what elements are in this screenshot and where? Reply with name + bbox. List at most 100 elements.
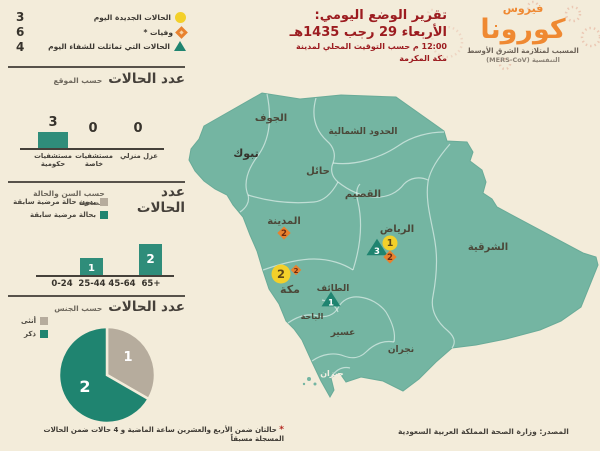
age-chart-axis — [36, 275, 174, 277]
bar-age-65plus: 2 — [139, 244, 162, 275]
bar-gov-hospitals — [38, 132, 68, 148]
female-square-icon — [40, 317, 48, 325]
summary-row-recovered: الحالات التي تماثلت للشفاء اليوم — [48, 39, 186, 53]
recovered-count: 4 — [16, 40, 25, 54]
bar-value-gov-hospitals: 3 — [48, 115, 58, 130]
map-marker-diamond: 2 — [383, 250, 397, 264]
map-region-label: الجوف — [255, 113, 287, 124]
cat-label-private-hospitals: مستشفيات خاصة — [75, 152, 113, 169]
corona-logo: فيروس كورونا المسبب لمتلازمة الشرق الأوس… — [452, 2, 594, 64]
map-marker-diamond: 2 — [290, 264, 302, 276]
map-marker-circle: 1 — [382, 235, 398, 251]
map-region-label: الرياض — [380, 224, 414, 235]
map-region-label: تبوك — [233, 147, 259, 160]
section1-subtitle: حسب الموقع — [53, 76, 103, 85]
separator-line — [8, 66, 185, 68]
marker-value: 2 — [387, 253, 393, 263]
source-attribution: المصدر: وزارة الصحة المملكة العربية السع… — [398, 427, 569, 436]
male-square-icon — [40, 330, 48, 338]
section-header-location: عدد الحالات حسب الموقع — [8, 71, 185, 87]
marker-value: 3 — [374, 247, 380, 257]
map-marker-diamond: 2 — [277, 226, 291, 240]
location-chart-axis — [20, 148, 164, 150]
section2-subtitle: حسب السن والحالة الصحية — [33, 189, 105, 207]
marker-value: 2 — [277, 267, 285, 281]
summary-row-new-cases: الحالات الجديدة اليوم — [86, 10, 186, 24]
no-prior-condition-label: بدون حالة مرضية سابقة — [13, 198, 96, 206]
bar-value-home-isolation: 0 — [133, 121, 143, 136]
male-label: ذكر — [23, 330, 36, 338]
legend-no-prior-condition: بدون حالة مرضية سابقة — [13, 198, 108, 206]
report-date: الأربعاء 29 رجب 1435هـ — [289, 25, 447, 40]
bar-value-25-44: 1 — [88, 263, 95, 274]
marker-value: 2 — [281, 229, 287, 239]
pie-value-male: 2 — [79, 377, 90, 396]
age-label-25-44: 25-44 — [78, 279, 106, 289]
cat-label-home-isolation: عزل منزلي — [120, 152, 158, 160]
marker-value: 1 — [387, 238, 394, 249]
map-region-label: القصيم — [345, 189, 381, 200]
deaths-label: وفيات * — [143, 27, 173, 37]
gender-pie-chart: 1 2 — [57, 325, 157, 425]
footnote-asterisk: * — [279, 425, 284, 435]
map-region-label: الطائف — [317, 284, 350, 294]
map-labels: الجوف الحدود الشمالية تبوك حائل القصيم المدين… — [233, 113, 508, 378]
teal-square-icon — [100, 211, 108, 219]
map-region-label: جيزان — [320, 369, 344, 378]
section3-subtitle: حسب الجنس — [54, 304, 103, 313]
age-label-0-24: 0-24 — [51, 279, 73, 289]
legend-male: ذكر — [6, 330, 48, 338]
logo-subtitle-line1: المسبب لمتلازمة الشرق الأوسط — [467, 47, 579, 55]
legend-female: أنثى — [6, 317, 48, 325]
map-region-label: حائل — [306, 166, 330, 177]
map-region-label: عسير — [330, 328, 356, 338]
section1-title: عدد الحالات — [108, 71, 185, 87]
deaths-diamond-icon — [175, 25, 188, 39]
marker-value: 1 — [328, 298, 334, 308]
report-time-note: 12:00 م حسب التوقيت المحلي لمدينة مكة ال… — [296, 42, 447, 63]
bar-value-private-hospitals: 0 — [88, 121, 98, 136]
new-cases-label: الحالات الجديدة اليوم — [93, 12, 171, 22]
summary-row-deaths: وفيات * — [86, 25, 188, 39]
legend-prior-condition: بحالة مرضية سابقة — [28, 211, 108, 219]
bar-age-25-44: 1 — [80, 258, 103, 275]
marker-value: 2 — [294, 267, 299, 275]
age-label-45-64: 45-64 — [108, 279, 136, 289]
logo-word-virus: فيروس — [502, 2, 544, 15]
pie-slice-male — [57, 325, 151, 425]
map-region-label: مكة — [280, 283, 300, 296]
footnote-text: حالتان ضمن الأربع والعشرين ساعة الماضية … — [43, 426, 284, 443]
cat-label-gov-hospitals: مستشفيات حكومية — [34, 152, 72, 169]
report-title: تقرير الوضع اليومي: — [314, 8, 447, 23]
section2-title: عدد الحالات — [136, 184, 185, 216]
map-region-label: نجران — [388, 345, 414, 355]
map-marker-triangle: 3 — [366, 238, 388, 257]
recovered-triangle-icon — [174, 41, 186, 51]
map-marker-triangle: 1 — [321, 291, 341, 308]
new-cases-circle-icon — [175, 11, 186, 23]
separator-line — [8, 181, 185, 183]
footnote: * حالتان ضمن الأربع والعشرين ساعة الماضي… — [14, 425, 284, 443]
pie-value-female: 1 — [123, 350, 132, 365]
logo-word-corona: كورونا — [480, 14, 566, 45]
separator-line — [8, 295, 185, 297]
map-region-label: الشرقية — [468, 242, 508, 253]
map-region-label: الباحة — [301, 312, 324, 321]
section-header-gender: عدد الحالات حسب الجنس — [8, 299, 185, 315]
new-cases-count: 3 — [16, 10, 25, 24]
female-label: أنثى — [21, 317, 36, 325]
prior-condition-label: بحالة مرضية سابقة — [29, 211, 96, 219]
logo-subtitle-line2: التنفسية (MERS-CoV) — [486, 56, 560, 64]
section3-title: عدد الحالات — [108, 299, 185, 315]
report-title-block: تقرير الوضع اليومي: الأربعاء 29 رجب 1435… — [282, 7, 447, 65]
age-label-65plus: 65+ — [141, 279, 161, 289]
beige-square-icon — [100, 198, 108, 206]
virus-decoration-icon — [426, 0, 600, 71]
map-marker-circle: 2 — [271, 264, 291, 284]
recovered-label: الحالات التي تماثلت للشفاء اليوم — [48, 41, 170, 51]
map-region-label: المدينة — [267, 216, 301, 227]
section-header-age: عدد الحالات حسب السن والحالة الصحية — [8, 184, 185, 216]
